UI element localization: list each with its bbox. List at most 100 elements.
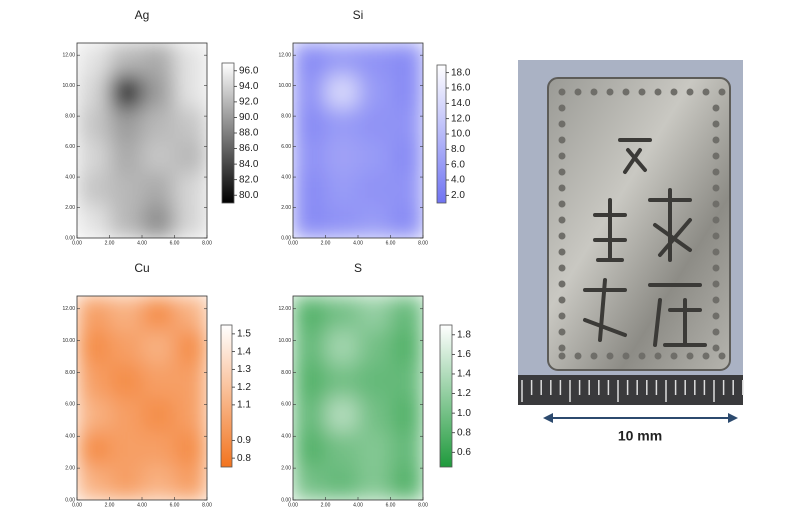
colorbar-tick-label: 1.2	[457, 388, 471, 399]
y-tick-label: 0.00	[65, 235, 75, 241]
heat-cell	[358, 205, 391, 238]
x-tick-label: 6.00	[386, 502, 396, 508]
x-tick-label: 2.00	[105, 502, 115, 508]
chart-title: S	[354, 261, 362, 275]
dot	[654, 352, 662, 360]
y-tick-label: 2.00	[65, 205, 75, 211]
colorbar-tick-label: 6.0	[451, 159, 465, 170]
dot	[558, 352, 566, 360]
dot	[558, 152, 566, 160]
heat-cell	[174, 364, 207, 399]
heat-cell	[293, 205, 326, 238]
colorbar-tick-label: 88.0	[239, 128, 259, 139]
y-tick-label: 8.00	[281, 370, 291, 376]
heat-cell	[142, 43, 175, 76]
dot	[712, 152, 720, 160]
dot	[574, 352, 582, 360]
colorbar-tick-label: 1.6	[457, 349, 471, 360]
heat-cell	[77, 205, 110, 238]
dot	[558, 344, 566, 352]
dot	[638, 88, 646, 96]
x-tick-label: 4.00	[137, 240, 147, 246]
colorbar-tick-label: 2.0	[451, 190, 465, 201]
colorbar-tick-label: 84.0	[239, 159, 259, 170]
colorbar-tick-label: 0.8	[457, 427, 471, 438]
y-tick-label: 10.00	[62, 338, 75, 344]
x-tick-label: 6.00	[170, 502, 180, 508]
colorbar-tick-label: 0.9	[237, 435, 251, 446]
heat-cell	[358, 173, 391, 206]
heat-cell	[325, 205, 359, 238]
colorbar-tick-label: 14.0	[451, 98, 471, 109]
dot	[558, 200, 566, 208]
colorbar-tick-label: 90.0	[239, 112, 259, 123]
heat-cell	[142, 364, 175, 399]
heat-cell	[174, 173, 207, 206]
heat-cell	[325, 364, 359, 399]
chart-title: Cu	[134, 261, 149, 275]
colorbar-tick-label: 8.0	[451, 144, 465, 155]
x-tick-label: 6.00	[386, 240, 396, 246]
dot	[712, 232, 720, 240]
heat-cell	[325, 296, 359, 331]
x-tick-label: 6.00	[170, 240, 180, 246]
heatmap-blur	[293, 296, 423, 500]
heat-cell	[109, 140, 143, 174]
chart-title: Ag	[135, 8, 150, 22]
x-tick-label: 4.00	[353, 240, 363, 246]
x-tick-label: 4.00	[137, 502, 147, 508]
heat-cell	[109, 75, 143, 109]
heat-cell	[174, 296, 207, 331]
x-tick-label: 2.00	[321, 240, 331, 246]
dot	[670, 352, 678, 360]
y-tick-label: 0.00	[281, 497, 291, 503]
heat-cell	[77, 43, 110, 76]
dot	[712, 200, 720, 208]
colorbar-tick-label: 1.4	[237, 346, 251, 357]
dot	[558, 88, 566, 96]
heat-cell	[390, 140, 423, 174]
dot	[558, 104, 566, 112]
colorbar-tick-label: 10.0	[451, 129, 471, 140]
dot	[558, 280, 566, 288]
coin-border-dots	[558, 88, 726, 360]
x-tick-label: 8.00	[418, 240, 428, 246]
x-tick-label: 2.00	[321, 502, 331, 508]
y-tick-label: 8.00	[65, 370, 75, 376]
dot	[686, 352, 694, 360]
heat-cell	[142, 432, 175, 467]
dot	[558, 216, 566, 224]
heat-cell	[142, 75, 175, 109]
colorbar-tick-label: 1.2	[237, 382, 251, 393]
heat-cell	[77, 330, 110, 365]
colorbar-tick-label: 92.0	[239, 97, 259, 108]
chart-1: Si 0.00 2.00 4.00 6.00 8.00 0.00 2.00 4.00 6.00 8.…	[278, 8, 470, 246]
y-tick-label: 4.00	[281, 434, 291, 440]
colorbar-tick-label: 1.0	[457, 408, 471, 419]
dot	[718, 88, 726, 96]
y-tick-label: 12.00	[62, 53, 75, 59]
colorbar-tick-label: 18.0	[451, 67, 471, 78]
heat-cell	[109, 330, 143, 365]
heat-cell	[325, 173, 359, 206]
heat-cell	[390, 330, 423, 365]
colorbar	[220, 324, 233, 468]
heat-cell	[109, 43, 143, 76]
heat-cell	[109, 296, 143, 331]
dot	[712, 280, 720, 288]
y-tick-label: 4.00	[65, 174, 75, 180]
heatmap-blur	[77, 43, 207, 238]
heat-cell	[325, 432, 359, 467]
y-tick-label: 2.00	[281, 465, 291, 471]
coin-photo	[518, 60, 744, 405]
heat-cell	[358, 364, 391, 399]
dot	[558, 264, 566, 272]
heat-cell	[358, 108, 391, 141]
heat-cell	[358, 296, 391, 331]
x-tick-label: 2.00	[105, 240, 115, 246]
heat-cell	[109, 205, 143, 238]
y-tick-label: 0.00	[65, 497, 75, 503]
heat-cell	[390, 398, 423, 433]
colorbar-tick-label: 0.8	[237, 453, 251, 464]
dot	[712, 296, 720, 304]
